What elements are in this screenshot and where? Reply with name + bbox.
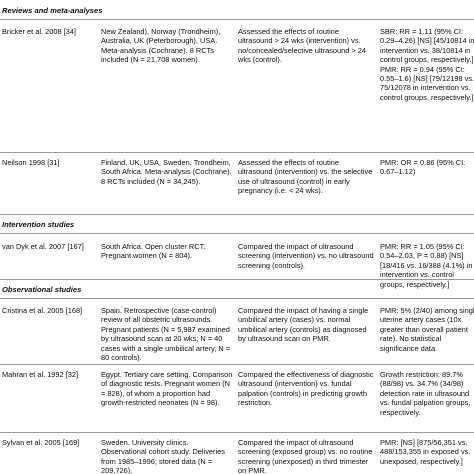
rule [0, 214, 474, 215]
table-cell: South Africa. Open cluster RCT. Pregnant… [101, 242, 206, 261]
rule [0, 279, 474, 280]
rule [0, 233, 474, 234]
table-cell: Bricker et al. 2008 [34] [2, 27, 76, 36]
table-cell: Compared the impact of ultrasound screen… [238, 242, 374, 270]
table-cell: SBR: RR = 1.11 (95% CI: 0.29–4.26) [NS] … [380, 27, 474, 102]
table-cell: Spain. Retrospective (case-control) revi… [101, 306, 231, 363]
table-cell: Finland, UK, USA, Sweden, Trondheim, Sou… [101, 158, 232, 186]
table-cell: PMR: RR = 1.05 (95% CI: 0.54–2.03, P = 0… [380, 242, 473, 289]
table-cell: Cristina et al. 2005 [168] [2, 306, 83, 315]
table-cell: Mahran et al. 1992 [32] [2, 370, 79, 379]
table-cell: Compared the impact of having a single u… [238, 306, 369, 344]
table-cell: Egypt. Tertiary care setting. Comparison… [101, 370, 233, 408]
table-cell: Compared the effectiveness of diagnostic… [238, 370, 374, 408]
table-cell: Assessed the effects of routine ultrasou… [238, 27, 366, 65]
table-cell: PMR: OR = 0.86 (95% CI: 0.67–1.12) [380, 158, 466, 177]
section-title: Observational studies [2, 285, 82, 294]
table-cell: van Dyk et al. 2007 [167] [2, 242, 84, 251]
section-title: Intervention studies [2, 220, 75, 229]
table-cell: New Zealand), Norway (Trondheim), Austra… [101, 27, 221, 65]
table-cell: PMR: [NS] [875/56,351 vs. 488/153,355 in… [380, 438, 471, 466]
table-cell: Growth restriction: 89.7% (88/98) vs. 34… [380, 370, 471, 417]
rule [0, 364, 474, 365]
table-cell: Sylvan et al. 2005 [169] [2, 438, 80, 447]
section-title: Reviews and meta-analyses [2, 6, 103, 15]
table-cell: Assessed the effects of routine ultrasou… [238, 158, 373, 196]
rule [0, 152, 474, 153]
table-cell: PMR: 5% (2/40) among single uterine arte… [380, 306, 474, 353]
table-cell: Sweden. University clinics. Observationa… [101, 438, 225, 474]
table-cell: Neilson 1998 [31] [2, 158, 60, 167]
rule [0, 298, 474, 299]
rule [0, 19, 474, 20]
rule [0, 432, 474, 433]
table-cell: Compared the impact of ultrasound screen… [238, 438, 373, 474]
